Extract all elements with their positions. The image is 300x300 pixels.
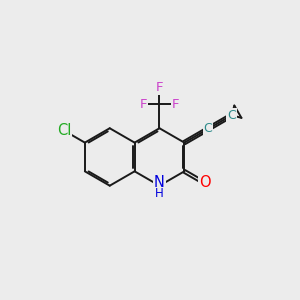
Text: F: F [140,98,147,111]
Text: Cl: Cl [57,123,71,138]
Text: C: C [204,122,212,135]
Text: H: H [155,188,164,200]
Text: F: F [156,81,163,94]
Text: F: F [172,98,179,111]
Text: N: N [154,176,165,190]
Text: O: O [199,176,210,190]
Text: C: C [227,109,236,122]
